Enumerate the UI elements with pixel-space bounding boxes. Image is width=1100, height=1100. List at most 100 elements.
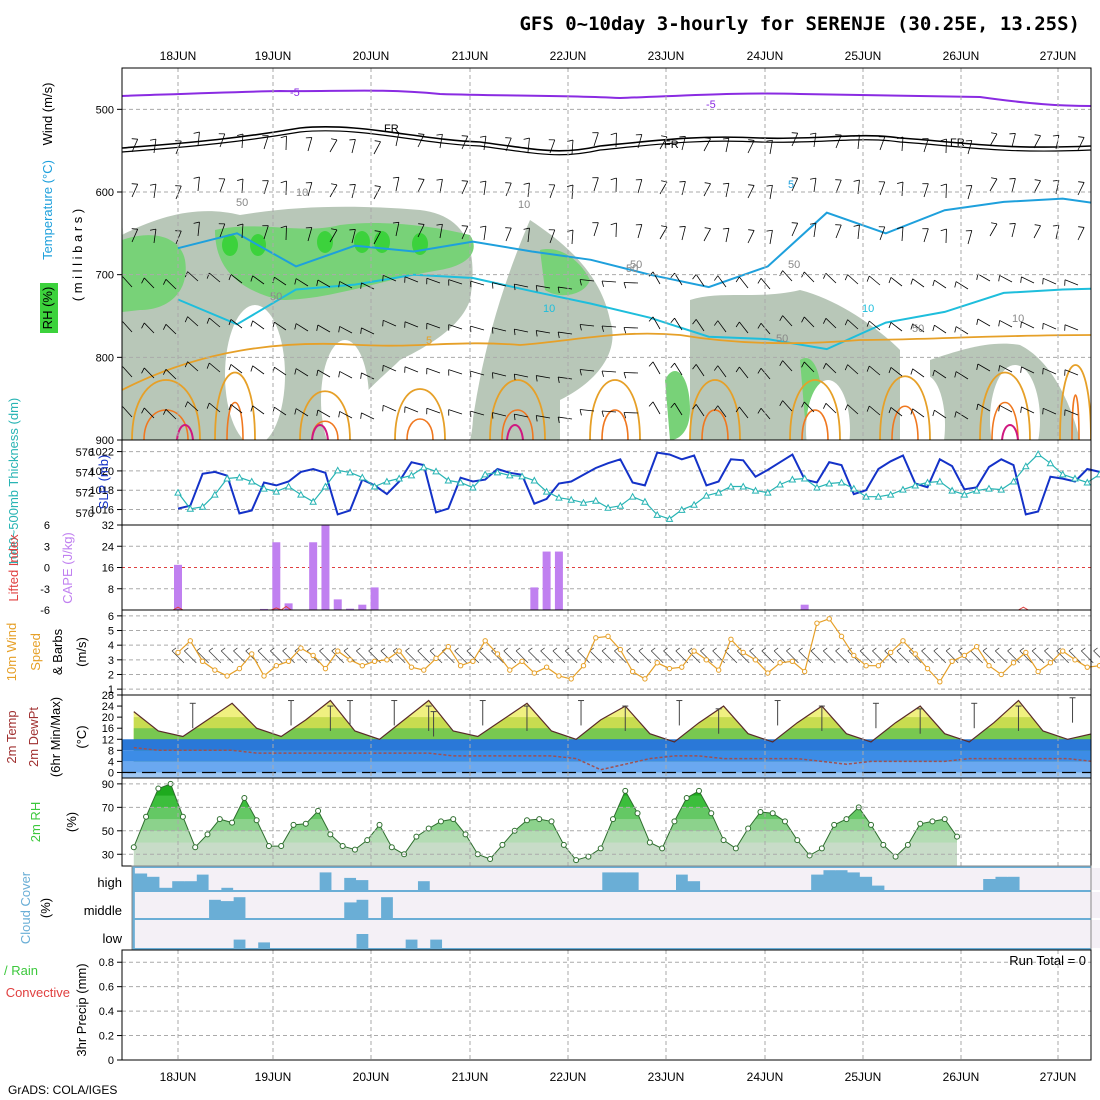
wind-barb: [803, 316, 815, 328]
wind-barb-flag: [766, 184, 773, 187]
wind-barb: [923, 183, 929, 198]
cape-label: 32: [102, 520, 114, 532]
thickness-point: [874, 492, 883, 500]
wind-barb: [209, 362, 221, 373]
wind-barb: [549, 139, 556, 154]
cloud-clear-cell: [356, 920, 369, 934]
wind10m-barb: [1044, 650, 1057, 664]
temp-axis-label: 2m Temp: [4, 710, 19, 763]
wind10m-point: [371, 658, 378, 664]
wind-barb-flag: [237, 178, 244, 181]
wind10m-point: [740, 649, 746, 656]
cape-axis-label: CAPE (J/kg): [60, 532, 75, 604]
cloud-clear-cell: [700, 868, 713, 890]
wind-barb: [404, 406, 419, 413]
cloud-clear-cell: [196, 868, 210, 875]
wind-barb: [274, 276, 287, 286]
wind-axis-label: (m/s): [74, 637, 89, 667]
cloud-level-label: middle: [84, 903, 122, 918]
wind-barb-flag: [294, 368, 297, 375]
rh-point: [130, 844, 137, 851]
wind10m-point: [826, 616, 832, 622]
wind-barb-flag: [461, 180, 468, 182]
wind-barb: [426, 322, 441, 329]
wind-barb: [1033, 135, 1041, 149]
cloud-clear-cell: [994, 920, 1008, 948]
wind-barb-flag: [579, 409, 582, 416]
wind-barb: [483, 226, 487, 241]
rh-point: [351, 846, 358, 853]
thickness-point: [948, 486, 956, 494]
wind-barb: [1077, 182, 1085, 196]
wind10m-barb-flag: [208, 647, 214, 652]
rh-point: [622, 787, 629, 794]
wind10m-barb: [564, 650, 578, 664]
wind-barb: [483, 136, 487, 151]
rh-point: [892, 853, 899, 860]
wind-barb: [835, 134, 842, 149]
slp-label: 1016: [90, 505, 114, 517]
wind-barb-flag: [976, 403, 979, 410]
wind10m-panel: 1 2 3 4 5 6 10m Wind Speed & Barbs (m/s): [4, 609, 1100, 696]
wind-barb-flag: [374, 230, 381, 233]
wind-barb-flag: [713, 365, 719, 371]
cloud-clear-cell: [503, 868, 517, 890]
wind-barb-flag: [149, 183, 157, 186]
cloud-clear-cell: [896, 920, 910, 948]
wind-barb-flag: [338, 371, 341, 378]
wind-barb: [869, 365, 881, 376]
cape-bar: [370, 587, 379, 610]
wind-barb: [143, 367, 155, 379]
cloud-clear-cell: [945, 892, 959, 918]
wind10m-point: [814, 620, 820, 626]
cloud-clear-cell: [196, 892, 210, 918]
cloud-clear-cell: [552, 920, 566, 948]
wind-barb: [558, 331, 573, 335]
rh-point: [941, 816, 948, 823]
wind-barb-flag: [1034, 224, 1041, 227]
lifted-index-mark: [280, 605, 292, 611]
wind-barb: [339, 281, 353, 289]
wind10m-point: [900, 638, 906, 644]
cloud-clear-cell: [343, 920, 357, 948]
thickness-point: [690, 500, 698, 508]
wind-barb: [153, 229, 157, 244]
cloud-clear-cell: [810, 892, 824, 918]
wind10m-point: [961, 652, 968, 659]
wind-barb: [637, 179, 643, 194]
precip-total-label: Total / Rain: [0, 963, 38, 978]
wind10m-barb: [540, 650, 553, 664]
wind10m-barb-flag: [429, 647, 435, 652]
rh2m-unit-label: (%): [64, 812, 79, 832]
wind-barb: [934, 369, 947, 379]
wind-barb: [923, 228, 929, 243]
wind-barb-flag: [492, 327, 494, 334]
wind-barb-flag: [382, 365, 384, 372]
wind-barb-flag: [492, 282, 494, 289]
cloud-clear-cell: [1031, 920, 1045, 948]
wind-barb: [274, 321, 287, 331]
wind10m-point: [912, 651, 918, 657]
thickness-point: [837, 478, 846, 486]
wind10m-point: [175, 649, 181, 656]
wind10m-barb: [319, 650, 332, 664]
wind10m-barb-flag: [220, 647, 226, 652]
thickness-point: [272, 487, 281, 495]
cloud-clear-cell: [306, 920, 320, 948]
wind-barb-flag: [713, 320, 719, 326]
isotherm-warm: [299, 390, 351, 440]
wind10m-barb-flag: [184, 647, 189, 652]
wind-barb-flag: [601, 370, 604, 377]
precip-label: 0.2: [99, 1031, 114, 1043]
isotherm-label: 5: [788, 179, 794, 191]
cloud-clear-cell: [478, 868, 492, 890]
cloud-clear-cell: [822, 892, 836, 918]
cloud-clear-cell: [429, 892, 443, 918]
wind-barb-flag: [250, 275, 254, 282]
cloud-clear-cell: [306, 892, 320, 918]
wind10m-barb-flag: [577, 647, 582, 652]
wind10m-line: [177, 618, 1100, 683]
wind-barb-flag: [722, 182, 729, 185]
wind-barb: [395, 132, 400, 147]
wind-barb-flag: [479, 135, 487, 138]
